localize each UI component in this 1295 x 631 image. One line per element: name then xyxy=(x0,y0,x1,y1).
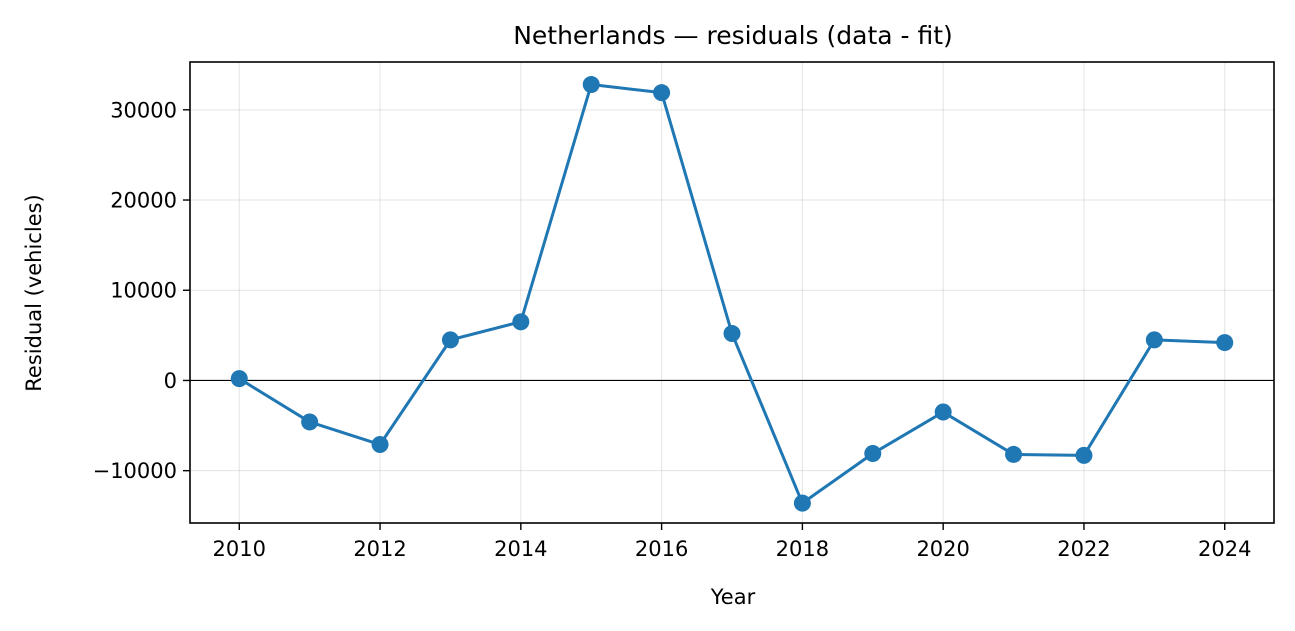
y-tick-label: 30000 xyxy=(110,98,177,122)
y-tick-label: 0 xyxy=(164,369,177,393)
x-tick-label: 2014 xyxy=(494,537,547,561)
data-point xyxy=(723,325,741,343)
data-point xyxy=(301,413,319,431)
tick-layer: 2010 2012 2014 2016 2018 2020 2022 2024 −10000 0 1… xyxy=(93,98,1252,561)
data-point xyxy=(230,370,248,388)
data-point xyxy=(653,84,671,102)
axes-frame xyxy=(189,61,1275,524)
data-point xyxy=(582,76,600,94)
grid-lines xyxy=(190,62,1274,523)
data-point xyxy=(793,494,811,512)
x-tick-label: 2012 xyxy=(353,537,406,561)
series-layer xyxy=(230,76,1234,512)
data-point xyxy=(1216,334,1234,352)
y-tick-label: 10000 xyxy=(110,279,177,303)
x-tick-label: 2018 xyxy=(776,537,829,561)
x-tick-label: 2010 xyxy=(213,537,266,561)
data-point xyxy=(934,403,952,421)
x-tick-label: 2022 xyxy=(1057,537,1110,561)
chart-title: Netherlands — residuals (data - fit) xyxy=(513,21,953,50)
data-point xyxy=(512,313,530,331)
data-point xyxy=(371,436,389,454)
plot-frame xyxy=(189,61,1275,524)
x-axis-label: Year xyxy=(710,585,756,609)
y-tick-label: 20000 xyxy=(110,189,177,213)
data-point xyxy=(1075,446,1093,464)
data-point xyxy=(864,445,882,463)
x-tick-label: 2024 xyxy=(1198,537,1251,561)
x-tick-label: 2020 xyxy=(916,537,969,561)
y-axis-label: Residual (vehicles) xyxy=(22,194,46,391)
y-tick-label: −10000 xyxy=(93,459,177,483)
data-point xyxy=(441,331,459,349)
data-point xyxy=(1145,331,1163,349)
x-tick-label: 2016 xyxy=(635,537,688,561)
data-point xyxy=(1005,445,1023,463)
